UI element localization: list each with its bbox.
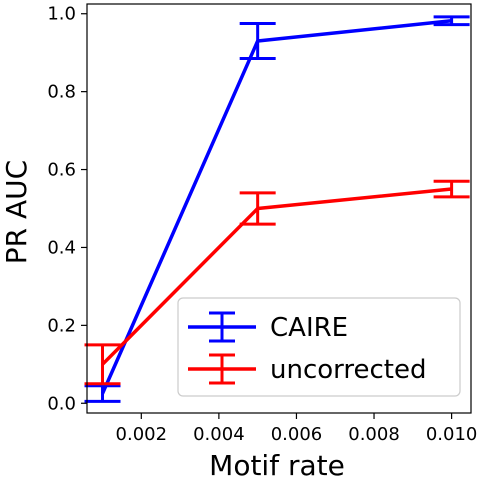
x-tick-label: 0.008	[348, 424, 400, 445]
series-uncorrected	[84, 179, 470, 386]
y-tick-label: 0.2	[47, 315, 76, 336]
x-tick-label: 0.002	[116, 424, 168, 445]
legend-box	[177, 297, 461, 397]
axes-border	[86, 3, 472, 414]
legend-item-uncorrected: uncorrected	[188, 353, 427, 385]
y-ticks: 0.0 0.2 0.4 0.6 0.8 1.0	[47, 4, 87, 414]
y-tick-label: 1.0	[47, 4, 76, 25]
legend-label: uncorrected	[270, 355, 427, 385]
legend: CAIRE uncorrected	[177, 297, 461, 397]
series-caire	[84, 15, 470, 403]
y-tick-label: 0.6	[47, 160, 76, 181]
x-tick-label: 0.010	[426, 424, 478, 445]
x-axis-label: Motif rate	[209, 449, 345, 480]
legend-label: CAIRE	[270, 313, 348, 343]
y-tick-label: 0.4	[47, 237, 76, 258]
legend-item-caire: CAIRE	[188, 311, 348, 343]
series-layer	[84, 15, 470, 403]
axes-frame	[86, 3, 472, 414]
y-axis-label: PR AUC	[0, 160, 33, 264]
x-tick-label: 0.004	[193, 424, 245, 445]
x-ticks: 0.002 0.004 0.006 0.008 0.010	[116, 413, 478, 445]
x-tick-label: 0.006	[271, 424, 323, 445]
y-tick-label: 0.8	[47, 82, 76, 103]
y-tick-label: 0.0	[47, 393, 76, 414]
